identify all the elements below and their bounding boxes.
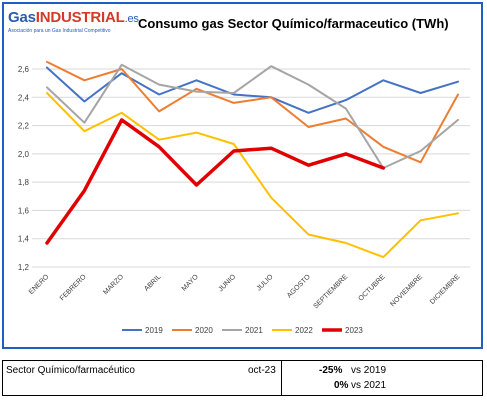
series-line-2021 [46,63,459,169]
chart-frame [2,2,483,349]
logo-industrial-text: INDUSTRIAL [35,9,125,26]
x-tick-label: OCTUBRE [358,273,387,302]
x-tick-label: MARZO [102,273,125,296]
summary-change1-label: vs 2019 [351,365,387,376]
series-line-2022 [46,92,459,259]
y-tick-label: 2,0 [18,150,30,159]
y-tick-label: 2,4 [18,93,30,102]
chart-title: Consumo gas Sector Químico/farmaceutico … [138,16,449,31]
logo-gas-text: Gas [8,9,36,26]
line-chart: 1,2 1,4 1,6 1,8 2,0 2,2 2,4 2,6 ENERO FEBRERO MARZ… [18,60,470,335]
summary-change1-value: -25% [319,365,343,376]
summary-period: oct-23 [248,365,276,376]
summary-change2-value: 0% [334,380,349,391]
x-tick-label: JULIO [256,273,275,292]
gasindustrial-logo: GasINDUSTRIAL.es Asociación para un Gas … [8,9,139,50]
legend-label-2021: 2021 [245,326,263,335]
x-tick-label: NOVIEMBRE [389,273,424,308]
series-line-2020 [46,60,459,164]
x-tick-label: JUNIO [217,273,237,293]
x-tick-label: ENERO [28,273,51,296]
x-tick-label: AGOSTO [286,273,312,299]
x-tick-label: ABRIL [143,273,162,292]
y-tick-label: 2,6 [18,65,30,74]
legend-label-2023: 2023 [345,326,363,335]
y-tick-label: 1,8 [18,178,30,187]
y-tick-label: 1,2 [18,263,30,272]
x-tick-label: FEBRERO [59,273,88,302]
y-tick-label: 2,2 [18,122,30,131]
series-line-2019 [46,66,459,114]
summary-sector: Sector Químico/farmacéutico [6,365,135,376]
y-tick-label: 1,4 [18,235,30,244]
legend-label-2020: 2020 [195,326,213,335]
summary-table: Sector Químico/farmacéutico oct-23 -25% … [2,360,483,396]
summary-change2-label: vs 2021 [351,380,387,391]
table-divider [281,361,282,395]
y-tick-label: 1,6 [18,206,30,215]
x-tick-label: MAYO [181,273,201,293]
logo-tagline: Asociación para un Gas Industrial Compet… [8,28,111,34]
series-line-2023 [45,118,386,245]
x-tick-label: SEPTIEMBRE [312,273,349,310]
x-tick-label: DICIEMBRE [429,273,462,306]
legend-label-2022: 2022 [295,326,313,335]
logo-es-text: .es [124,13,139,25]
legend-label-2019: 2019 [145,326,163,335]
